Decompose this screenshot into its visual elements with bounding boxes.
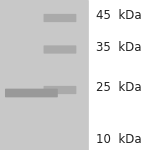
FancyBboxPatch shape [44, 14, 76, 22]
FancyBboxPatch shape [5, 89, 58, 97]
FancyBboxPatch shape [44, 86, 76, 94]
Text: 35  kDa: 35 kDa [96, 41, 141, 54]
Text: 10  kDa: 10 kDa [96, 133, 141, 146]
FancyBboxPatch shape [0, 0, 88, 150]
Text: 25  kDa: 25 kDa [96, 81, 141, 94]
Text: 45  kDa: 45 kDa [96, 9, 141, 22]
FancyBboxPatch shape [44, 45, 76, 54]
